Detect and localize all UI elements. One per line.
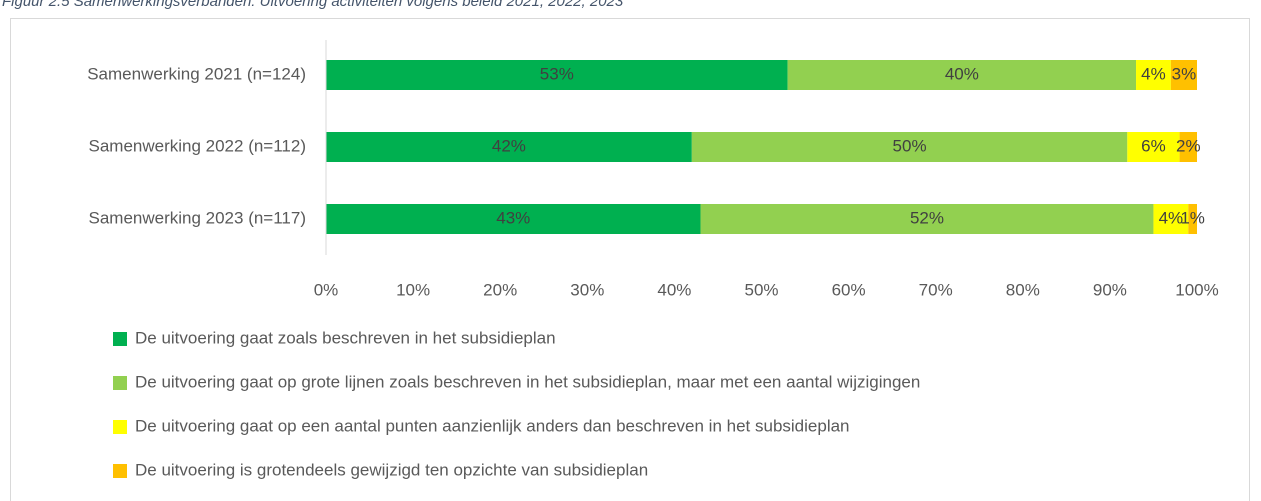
legend-label: De uitvoering gaat op grote lijnen zoals… [135, 372, 920, 391]
bar-segment [1188, 204, 1197, 234]
legend-swatch [113, 332, 127, 346]
legend-label: De uitvoering gaat op een aantal punten … [135, 416, 850, 435]
legend-label: De uitvoering gaat zoals beschreven in h… [135, 328, 556, 347]
x-tick-label: 0% [314, 280, 339, 299]
legend-swatch [113, 420, 127, 434]
x-tick-label: 50% [744, 280, 778, 299]
y-tick-label: Samenwerking 2022 (n=112) [88, 136, 306, 155]
data-label: 52% [910, 208, 944, 227]
bar-segment [1136, 60, 1171, 90]
x-tick-label: 40% [657, 280, 691, 299]
data-label: 43% [496, 208, 530, 227]
legend-label: De uitvoering is grotendeels gewijzigd t… [135, 460, 648, 479]
x-tick-label: 100% [1175, 280, 1218, 299]
data-label: 1% [1180, 208, 1205, 227]
bar-segment [1153, 204, 1189, 234]
bar-segment [700, 204, 1154, 234]
data-label: 40% [945, 64, 979, 83]
data-label: 4% [1141, 64, 1166, 83]
data-label: 4% [1159, 208, 1184, 227]
data-label: 42% [492, 136, 526, 155]
data-label: 53% [540, 64, 574, 83]
bar-segment [326, 204, 701, 234]
legend-swatch [113, 464, 127, 478]
data-label: 6% [1141, 136, 1166, 155]
y-tick-label: Samenwerking 2023 (n=117) [88, 208, 306, 227]
data-label: 2% [1176, 136, 1201, 155]
x-tick-label: 80% [1006, 280, 1040, 299]
y-tick-label: Samenwerking 2021 (n=124) [87, 64, 306, 83]
x-tick-label: 30% [570, 280, 604, 299]
x-tick-label: 20% [483, 280, 517, 299]
x-tick-label: 70% [919, 280, 953, 299]
legend-swatch [113, 376, 127, 390]
bar-segment [1127, 132, 1180, 162]
bar-segment [1179, 132, 1197, 162]
bar-segment [326, 132, 692, 162]
bar-segment [326, 60, 788, 90]
bar-segment [1170, 60, 1197, 90]
data-label: 3% [1172, 64, 1197, 83]
chart-frame [10, 18, 1250, 501]
data-label: 50% [893, 136, 927, 155]
bar-segment [787, 60, 1137, 90]
x-tick-label: 10% [396, 280, 430, 299]
x-tick-label: 90% [1093, 280, 1127, 299]
chart-title: Figuur 2.5 Samenwerkingsverbanden: Uitvo… [2, 0, 624, 10]
x-tick-label: 60% [832, 280, 866, 299]
bar-segment [691, 132, 1128, 162]
